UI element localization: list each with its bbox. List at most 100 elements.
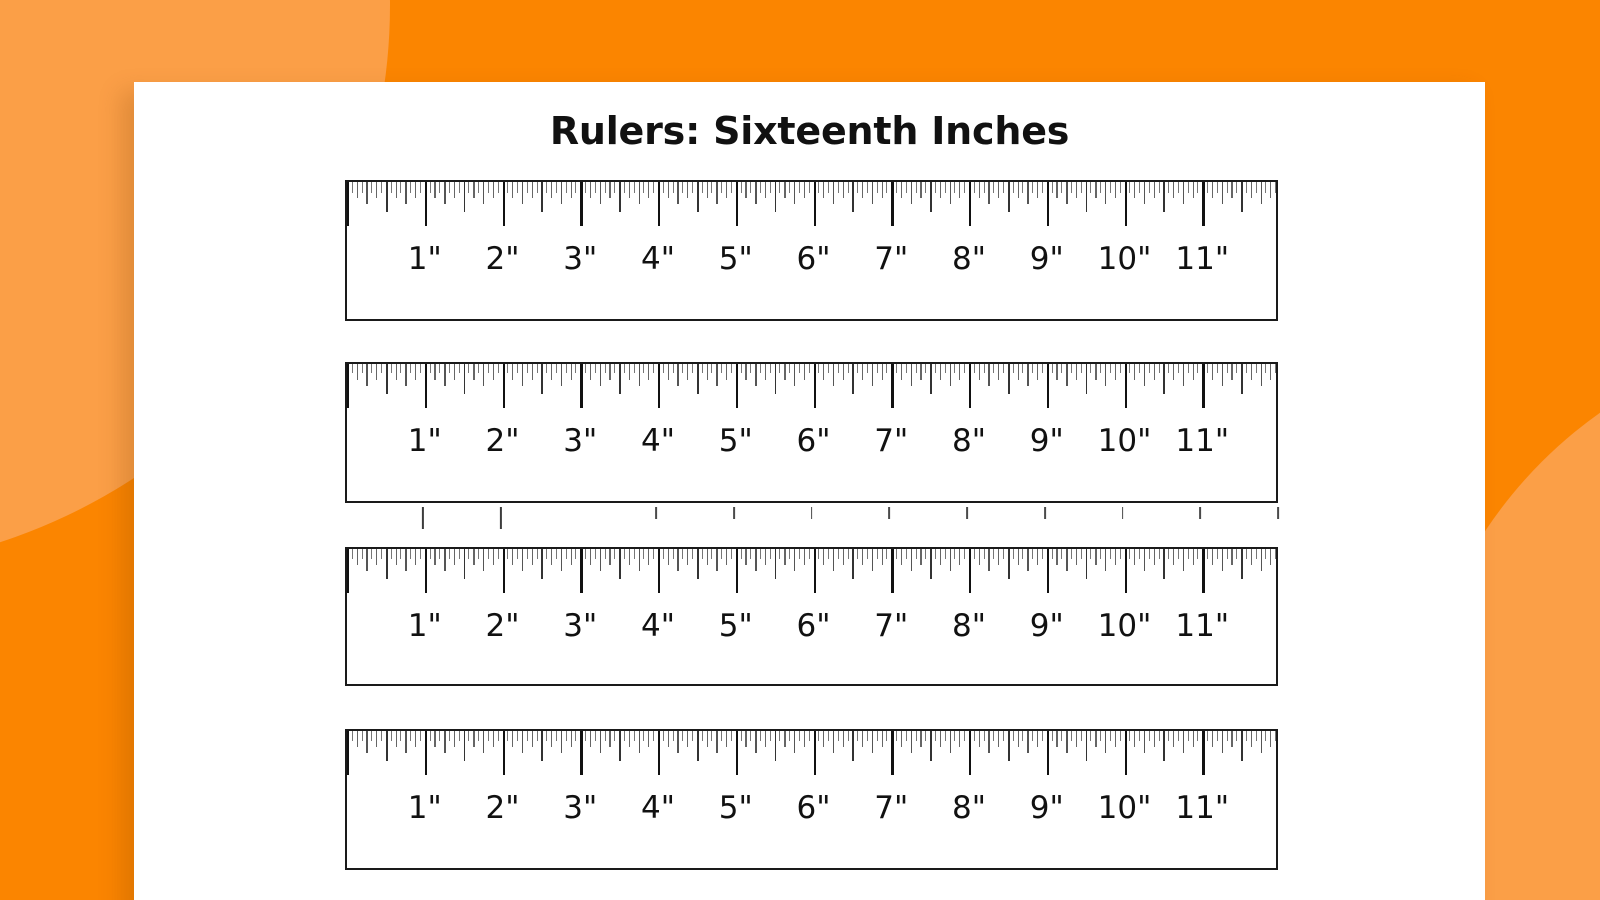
ruler-tick [1139,731,1141,741]
inch-label-3: 3" [563,608,598,644]
ruler-tick [361,182,363,193]
ruler-tick-scale [347,364,1277,501]
ruler-tick [1182,364,1185,386]
ruler-tick [672,731,674,741]
ruler-tick [1231,364,1233,380]
ruler-tick [969,182,972,226]
worksheet-page: Rulers: Sixteenth Inches 1" 2" 3" 4" 5" 6" 7" 8… [134,82,1485,900]
ruler-tick [779,731,781,741]
ruler-tick [526,364,528,373]
ruler-tick [755,549,757,571]
inch-label-2: 2" [485,608,520,644]
ruler-tick [419,731,421,741]
ruler-tick [1114,182,1116,198]
ruler-tick [536,731,538,741]
ruler-tick [852,364,855,394]
ruler-tick [944,731,946,741]
ruler-1[interactable]: 1" 2" 3" 4" 5" 6" 7" 8" 9" 10" 11" [345,180,1278,321]
ruler-tick [546,549,548,559]
ruler-tick [1245,364,1247,373]
ruler-tick [1129,364,1131,373]
ruler-tick [730,182,732,193]
ruler-tick [419,182,421,193]
ruler-tick [444,731,446,753]
ruler-tick [609,182,611,198]
ruler-tick [910,182,913,204]
ruler-tick [1085,182,1088,212]
ruler-tick [1124,182,1127,226]
ruler-tick [988,364,990,386]
ruler-tick [764,364,767,380]
ruler-tick [750,731,752,741]
inch-label-1: 1" [407,790,442,826]
ruler-tick [1061,182,1063,193]
ruler-tick [1022,182,1024,193]
ruler-tick [463,364,466,394]
ruler-tick [376,731,378,747]
ruler-tick [658,182,661,226]
ruler-tick [1148,549,1150,559]
ruler-tick [798,549,800,559]
inch-label-10: 10" [1097,241,1152,277]
ruler-tick [1168,731,1170,741]
ruler-tick [726,364,728,380]
ruler-tick [347,182,350,226]
ruler-tick [667,549,669,565]
inch-label-5: 5" [718,423,753,459]
ruler-tick [808,364,810,373]
ruler-tick [1255,182,1257,193]
ruler-tick [910,364,913,386]
ruler-tick [784,731,786,747]
ruler-tick [1022,364,1024,373]
ruler-tick [483,182,485,204]
ruler-tick [803,731,805,747]
ruler-tick [682,182,684,193]
ruler-tick [1139,182,1141,193]
ruler-tick [832,731,835,753]
ruler-tick [760,731,762,741]
inch-label-3: 3" [563,790,598,826]
ruler-tick [1134,731,1136,747]
ruler-tick [614,731,616,741]
ruler-tick [371,182,373,193]
ruler-tick [662,364,664,373]
ruler-tick [910,549,913,571]
ruler-tick [1275,731,1277,741]
ruler-tick [1260,364,1262,386]
ruler-tick [818,364,820,373]
ruler-tick [531,731,533,747]
ruler-tick [857,364,859,373]
ruler-tick [1260,182,1262,204]
ruler-tick [1061,549,1063,559]
ruler-tick [1119,731,1121,741]
ruler-tick [687,731,689,747]
ruler-tick [356,731,358,747]
ruler-tick [905,731,907,741]
ruler-tick [1061,731,1063,741]
ruler-4[interactable]: 1" 2" 3" 4" 5" 6" 7" 8" 9" 10" 11" [345,729,1278,870]
ruler-tick [682,364,684,373]
ruler-tick [570,549,572,565]
ruler-3[interactable]: 1" 2" 3" 4" 5" 6" 7" 8" 9" 10" 11" [345,547,1278,686]
ruler-tick [1114,549,1116,565]
ruler-tick [886,364,888,373]
ruler-tick [798,364,800,373]
ruler-tick [973,549,975,559]
ruler-tick [361,731,363,741]
ruler-tick [570,731,572,747]
ruler-tick [740,731,742,741]
ruler-tick [1236,549,1238,559]
ruler-2[interactable]: 1" 2" 3" 4" 5" 6" 7" 8" 9" 10" 11" [345,362,1278,503]
ruler-tick [881,364,883,380]
ruler-tick [735,364,739,408]
ruler-tick [662,731,664,741]
ruler-tick [434,549,436,565]
ruler-tick [905,364,907,373]
ruler-tick [900,549,903,565]
inch-label-11: 11" [1175,241,1230,277]
ruler-tick [862,731,864,747]
ruler-tick [1250,549,1253,565]
ruler-tick [366,364,368,386]
ruler-tick [507,549,509,559]
inch-label-9: 9" [1029,423,1064,459]
